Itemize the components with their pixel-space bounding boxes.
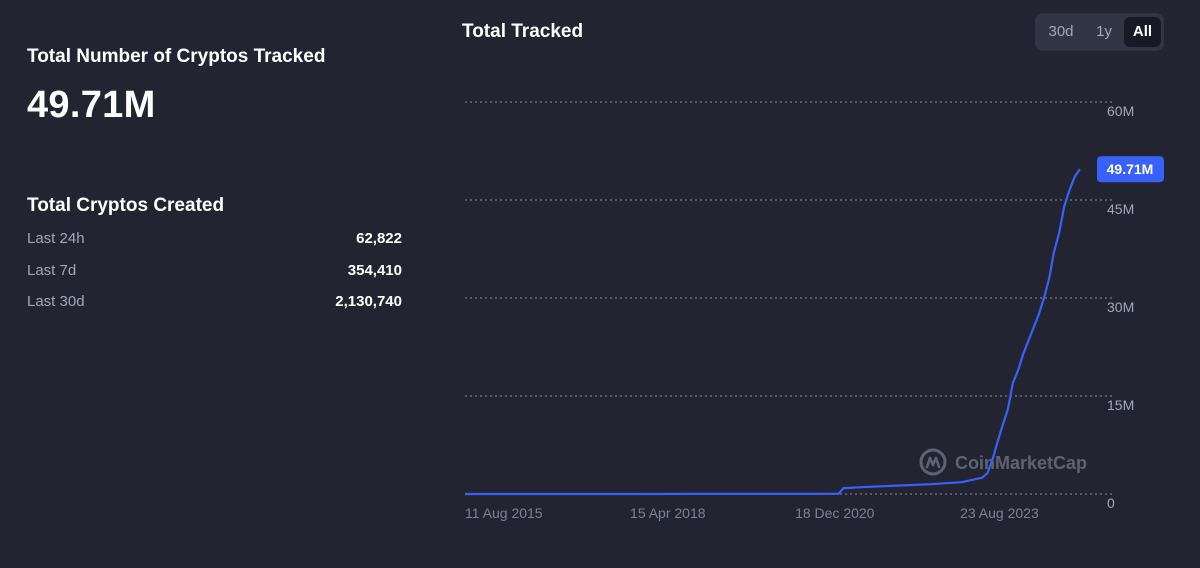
x-axis: 11 Aug 2015 15 Apr 2018 18 Dec 2020 23 Aug …	[465, 505, 1039, 521]
x-tick-label: 23 Aug 2023	[960, 505, 1039, 521]
coinmarketcap-logo-icon	[919, 448, 947, 476]
badge-value: 49.71M	[1107, 161, 1154, 177]
total-tracked-label: Total Number of Cryptos Tracked	[27, 46, 326, 67]
chart-title: Total Tracked	[462, 21, 584, 42]
y-tick-label: 30M	[1107, 299, 1134, 315]
range-1y-button[interactable]: 1y	[1096, 23, 1112, 40]
range-30d-button[interactable]: 30d	[1048, 23, 1074, 40]
stat-row-7d: Last 7d 354,410	[27, 262, 402, 282]
range-selector: 30d 1y All	[1035, 13, 1164, 51]
stat-value: 2,130,740	[335, 293, 402, 310]
stat-row-30d: Last 30d 2,130,740	[27, 293, 402, 313]
y-tick-label: 0	[1107, 495, 1115, 511]
x-tick-label: 11 Aug 2015	[465, 505, 543, 521]
watermark-text: CoinMarketCap	[955, 453, 1087, 473]
range-all-button[interactable]: All	[1124, 17, 1161, 47]
y-tick-label: 15M	[1107, 397, 1134, 413]
chart-grid	[465, 101, 1114, 495]
total-tracked-value: 49.71M	[27, 84, 156, 126]
y-tick-label: 60M	[1107, 103, 1134, 119]
stat-label: Last 30d	[27, 293, 85, 310]
stat-value: 354,410	[347, 262, 402, 279]
x-tick-label: 15 Apr 2018	[630, 505, 706, 521]
y-axis: 0 15M 30M 45M 60M	[1107, 103, 1134, 511]
stat-row-24h: Last 24h 62,822	[27, 230, 402, 250]
badge-background	[1097, 156, 1164, 183]
y-tick-label: 45M	[1107, 201, 1134, 217]
series-line	[465, 168, 1081, 496]
total-created-title: Total Cryptos Created	[27, 195, 225, 216]
stat-label: Last 7d	[27, 262, 77, 279]
last-value-badge: 49.71M	[1097, 156, 1164, 183]
watermark: CoinMarketCap	[919, 448, 1087, 476]
stat-value: 62,822	[356, 230, 402, 247]
stat-label: Last 24h	[27, 230, 85, 247]
x-tick-label: 18 Dec 2020	[795, 505, 875, 521]
